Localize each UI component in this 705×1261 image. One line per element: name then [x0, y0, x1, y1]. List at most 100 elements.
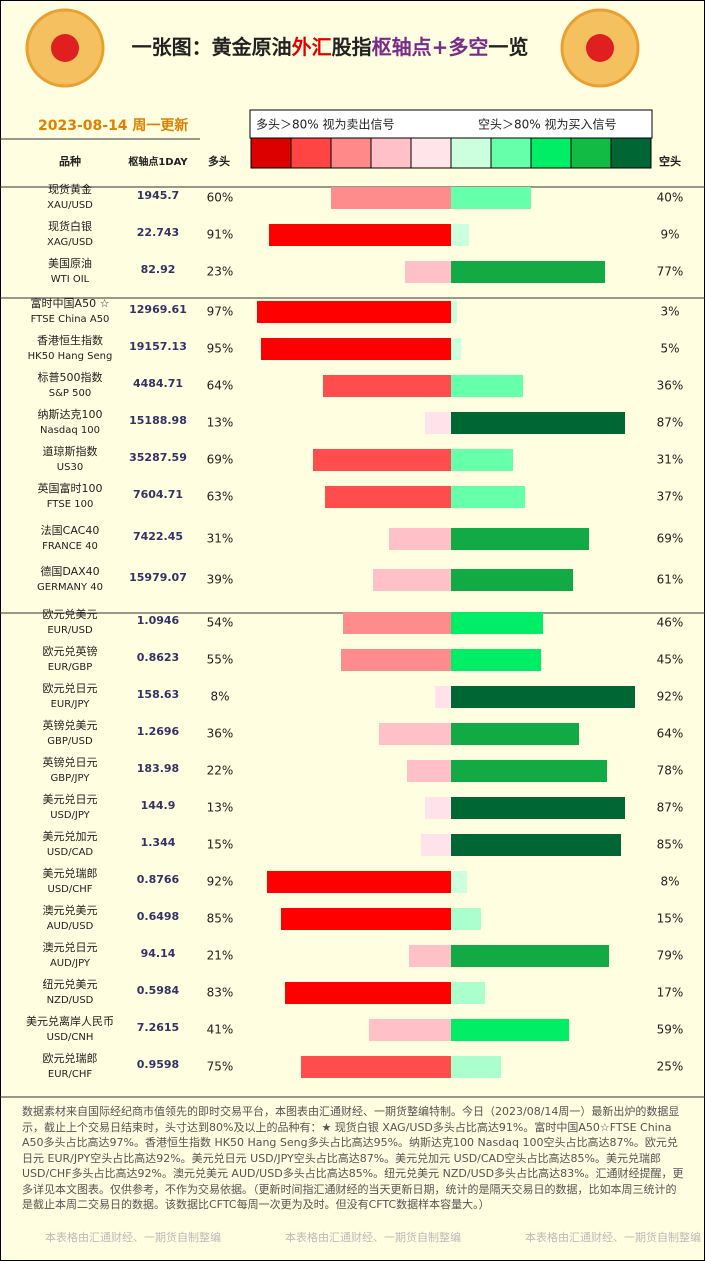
pivot: 183.98 [137, 762, 179, 775]
long-bar [331, 187, 451, 209]
watermark: 本表格由汇通财经、一期货自制整编 [45, 1230, 221, 1244]
pivot: 0.9598 [137, 1058, 179, 1071]
short-label: 87% [657, 801, 684, 815]
long-label: 91% [207, 228, 234, 242]
watermark: 本表格由汇通财经、一期货自制整编 [285, 1230, 461, 1244]
long-label: 95% [207, 342, 234, 356]
row-code: EUR/CHF [48, 1069, 92, 1080]
long-bar [389, 528, 451, 550]
swatch [450, 137, 492, 169]
title-part: 外汇 [292, 35, 332, 59]
short-bar [451, 449, 513, 471]
pivot: 158.63 [137, 688, 179, 701]
row-code: WTI OIL [51, 274, 90, 285]
short-bar [451, 261, 605, 283]
row-code: GBP/USD [47, 736, 93, 747]
long-label: 15% [207, 838, 234, 852]
row-code: XAU/USD [47, 200, 93, 211]
short-label: 61% [657, 573, 684, 587]
row-code: EUR/GBP [48, 662, 93, 673]
row-name: 英镑兑美元 [43, 718, 98, 732]
long-bar [435, 686, 451, 708]
row-code: XAG/USD [47, 237, 93, 248]
row-name: 美元兑离岸人民币 [26, 1014, 114, 1028]
row-name: 欧元兑日元 [43, 681, 98, 695]
short-bar [451, 797, 625, 819]
long-bar [341, 649, 451, 671]
row-name: 富时中国A50 ☆ [31, 296, 110, 310]
pivot: 22.743 [137, 226, 179, 239]
row-name: 现货白银 [48, 219, 92, 233]
date: 2023-08-14 周一更新 [38, 117, 188, 134]
long-label: 23% [207, 265, 234, 279]
long-bar [257, 301, 451, 323]
swatch [330, 137, 372, 169]
row-name: 道琼斯指数 [43, 444, 98, 458]
short-label: 64% [657, 727, 684, 741]
row-name: 法国CAC40 [41, 523, 100, 537]
long-bar [261, 338, 451, 360]
short-label: 79% [657, 949, 684, 963]
long-bar [373, 569, 451, 591]
row-name: 美元兑瑞郎 [43, 866, 98, 880]
long-label: 22% [207, 764, 234, 778]
long-label: 54% [207, 616, 234, 630]
pivot: 0.5984 [137, 984, 180, 997]
watermark: 本表格由汇通财经、一期货自制整编 [525, 1230, 701, 1244]
short-bar [451, 871, 467, 893]
swatch [290, 137, 332, 169]
row-code: AUD/USD [47, 921, 94, 932]
row-name: 欧元兑英镑 [43, 644, 98, 658]
short-bar [451, 686, 635, 708]
row-code: GBP/JPY [51, 773, 91, 784]
pivot: 82.92 [141, 263, 176, 276]
long-label: 13% [207, 801, 234, 815]
row-name: 现货黄金 [48, 182, 92, 196]
title-part: 股指 [332, 35, 372, 59]
short-label: 59% [657, 1023, 684, 1037]
row-code: USD/CNH [47, 1032, 94, 1043]
short-bar [451, 338, 461, 360]
legend-text: 空头＞80% 视为买入信号 [478, 117, 617, 132]
short-bar [451, 412, 625, 434]
title-part: 一张图：黄金原油 [132, 35, 292, 59]
swatch [370, 137, 412, 169]
column-header: 空头 [659, 154, 681, 168]
long-label: 85% [207, 912, 234, 926]
pivot: 94.14 [141, 947, 176, 960]
short-bar [451, 834, 621, 856]
long-bar [313, 449, 451, 471]
long-bar [421, 834, 451, 856]
long-bar [425, 797, 451, 819]
swatch [570, 137, 612, 169]
pivot: 0.8766 [137, 873, 180, 886]
long-label: 75% [207, 1060, 234, 1074]
long-label: 64% [207, 379, 234, 393]
row-code: HK50 Hang Seng [28, 351, 113, 362]
long-bar [369, 1019, 451, 1041]
logo-center [51, 34, 79, 62]
short-label: 87% [657, 416, 684, 430]
short-label: 85% [657, 838, 684, 852]
pivot: 1.2696 [137, 725, 180, 738]
short-label: 5% [660, 342, 679, 356]
footer-note: 数据素材来自国际经纪商市值领先的即时交易平台，本图表由汇通财经、一期货整编特制。… [22, 1105, 684, 1211]
short-bar [451, 612, 543, 634]
short-label: 9% [660, 228, 679, 242]
row-code: NZD/USD [47, 995, 94, 1006]
row-code: FTSE China A50 [31, 314, 110, 325]
long-label: 21% [207, 949, 234, 963]
row-code: US30 [57, 462, 83, 473]
row-name: 纽元兑美元 [43, 977, 98, 991]
long-bar [285, 982, 451, 1004]
row-code: USD/CAD [47, 847, 94, 858]
short-label: 78% [657, 764, 684, 778]
long-bar [409, 945, 451, 967]
long-label: 41% [207, 1023, 234, 1037]
title-part: 一览 [488, 35, 528, 59]
row-code: GERMANY 40 [37, 582, 103, 593]
long-bar [343, 612, 451, 634]
row-name: 欧元兑美元 [43, 607, 98, 621]
short-bar [451, 723, 579, 745]
